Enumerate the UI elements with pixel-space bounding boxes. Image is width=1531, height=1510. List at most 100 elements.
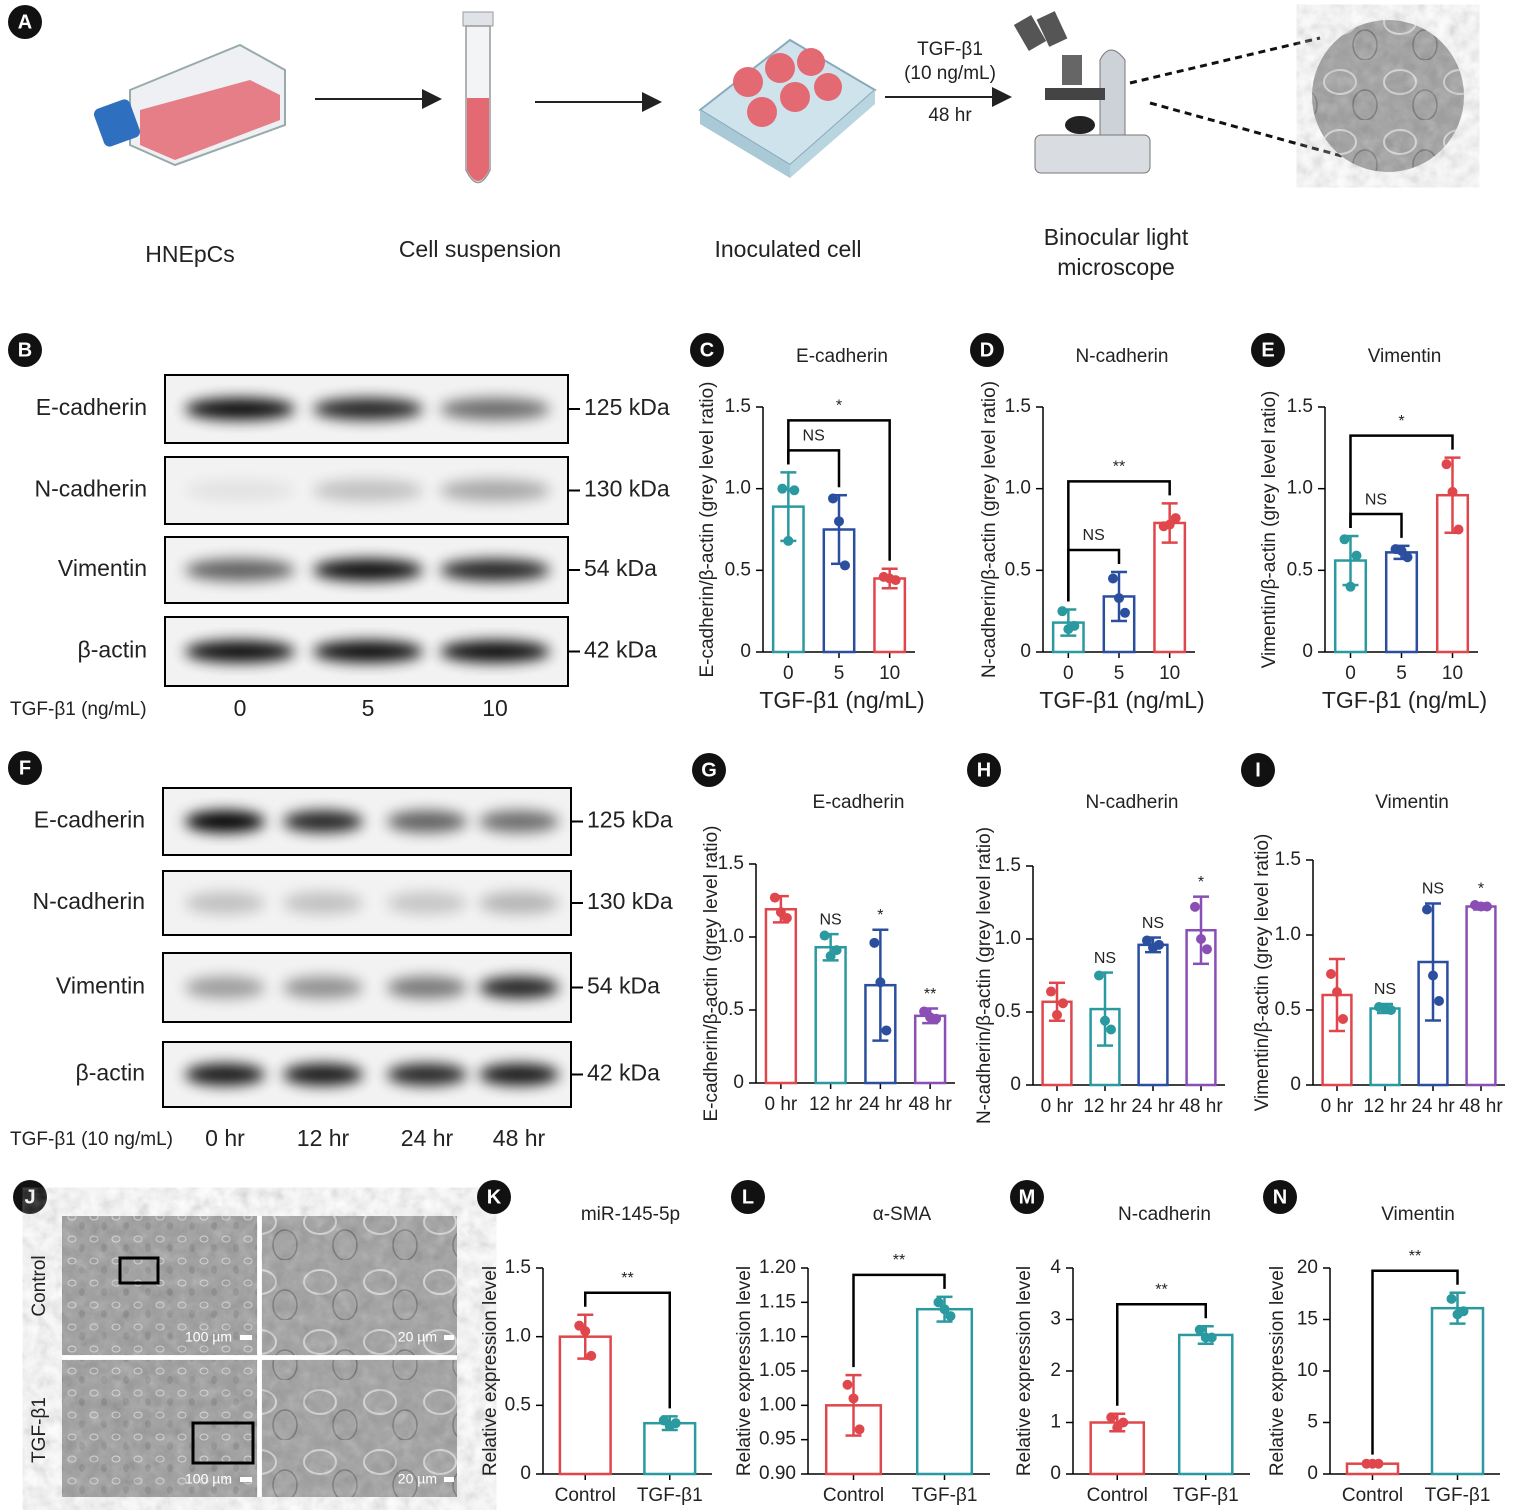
data-point	[939, 1304, 950, 1315]
y-tick-label: 1.0	[1275, 924, 1301, 945]
blot-band	[313, 398, 423, 420]
panel-letter: K	[487, 1186, 502, 1208]
data-point	[1196, 934, 1206, 944]
x-tick-label: Control	[1087, 1485, 1148, 1506]
significance-bracket	[1116, 1302, 1207, 1406]
x-axis-title: TGF-β1 (ng/mL)	[1322, 687, 1487, 713]
data-point	[933, 1297, 944, 1308]
x-tick-label: 0	[1063, 663, 1074, 684]
data-point	[931, 1013, 942, 1024]
lane-label: 5	[362, 695, 375, 721]
protein-label: N-cadherin	[35, 476, 148, 502]
data-point	[781, 913, 792, 924]
size-label: 54 kDa	[584, 555, 657, 581]
x-tick-label: TGF-β1	[1425, 1485, 1491, 1506]
y-tick-label: 1.5	[725, 396, 751, 417]
data-point	[769, 892, 780, 903]
y-tick-label: 15	[1297, 1309, 1318, 1330]
y-axis-title: Vimentin/β-actin (grey level ratio)	[1252, 834, 1273, 1112]
protein-label: β-actin	[78, 637, 147, 663]
y-tick-label: 0	[733, 1072, 744, 1093]
chart-title: miR-145-5p	[581, 1204, 680, 1225]
chart-title: N-cadherin	[1076, 346, 1169, 367]
data-point	[869, 937, 880, 948]
bar	[915, 1307, 974, 1476]
lane-label: 0	[234, 695, 247, 721]
step-label: HNEpCs	[145, 241, 234, 267]
x-tick-label: 48 hr	[908, 1094, 952, 1115]
data-point	[1058, 998, 1068, 1009]
data-point	[1441, 459, 1452, 470]
panel-badge	[731, 1180, 765, 1214]
blot-band	[185, 559, 295, 581]
chart-title: N-cadherin	[1118, 1204, 1211, 1225]
size-label: 54 kDa	[587, 973, 660, 999]
y-axis-title: E-cadherin/β-actin (grey level ratio)	[697, 381, 718, 677]
y-axis-title: N-cadherin/β-actin (grey level ratio)	[979, 381, 1000, 678]
bar	[1369, 1007, 1401, 1087]
bar	[1153, 521, 1187, 654]
chart-title: α-SMA	[873, 1204, 932, 1225]
chart-title: E-cadherin	[796, 346, 888, 367]
significance-label: **	[1113, 459, 1125, 476]
significance-label: NS	[1422, 881, 1444, 898]
blot-band	[283, 976, 363, 999]
blot-band	[479, 810, 559, 833]
blot-band	[185, 640, 295, 663]
significance-label: NS	[1374, 981, 1396, 998]
panel-letter: L	[742, 1186, 754, 1208]
significance-label: NS	[1094, 950, 1116, 967]
data-point	[875, 977, 886, 988]
x-tick-label: 5	[834, 663, 845, 684]
scale-bar	[240, 1335, 252, 1340]
blot-band	[313, 479, 423, 502]
data-point	[1106, 1412, 1117, 1423]
treatment-label: 48 hr	[928, 105, 972, 126]
data-point	[828, 493, 838, 504]
scale-bar	[444, 1335, 454, 1340]
y-tick-label: 1.20	[759, 1257, 796, 1278]
zoom-box	[118, 1256, 160, 1285]
size-label: 130 kDa	[587, 888, 673, 914]
panel-letter: F	[19, 757, 31, 779]
x-tick-label: TGF-β1	[912, 1485, 978, 1506]
x-tick-label: 10	[1442, 663, 1463, 684]
blot-band	[440, 479, 550, 502]
flask-icon	[93, 43, 286, 167]
protein-label: Vimentin	[56, 973, 145, 999]
zoom-box	[191, 1421, 255, 1465]
panel-badge	[13, 1180, 47, 1214]
significance-label: **	[1155, 1281, 1167, 1298]
significance-label: *	[836, 398, 842, 415]
panel-badge	[692, 753, 726, 787]
y-tick-label: 3	[1050, 1309, 1061, 1330]
y-tick-label: 0.5	[1275, 999, 1301, 1020]
x-tick-label: 48 hr	[1179, 1096, 1223, 1117]
data-point	[586, 1350, 597, 1361]
data-point	[834, 516, 844, 527]
significance-bracket	[1371, 1269, 1459, 1455]
scale-bar-label: 20 µm	[398, 1471, 437, 1487]
x-tick-label: 24 hr	[1411, 1096, 1455, 1117]
data-point	[1206, 1332, 1217, 1343]
schematic: A	[8, 5, 1464, 280]
scale-bar	[240, 1477, 252, 1482]
y-tick-label: 1.5	[1005, 396, 1031, 417]
y-tick-label: 1.5	[718, 853, 744, 874]
plate-icon	[698, 38, 877, 178]
blot-band	[387, 892, 467, 914]
x-tick-label: Control	[555, 1485, 616, 1506]
significance-bracket	[787, 449, 841, 488]
significance-bracket	[1067, 480, 1171, 602]
y-tick-label: 1.0	[1005, 478, 1031, 499]
panel-letter: M	[1019, 1186, 1036, 1208]
blot-band	[185, 479, 295, 502]
panel-letter: E	[1261, 339, 1274, 361]
lane-label: 24 hr	[401, 1125, 454, 1151]
bar	[1321, 993, 1353, 1087]
significance-label: **	[1409, 1248, 1421, 1265]
panel-letter: H	[977, 759, 991, 781]
panel-badge	[1263, 1180, 1297, 1214]
data-point	[1386, 1005, 1396, 1015]
size-label: 125 kDa	[584, 394, 670, 420]
